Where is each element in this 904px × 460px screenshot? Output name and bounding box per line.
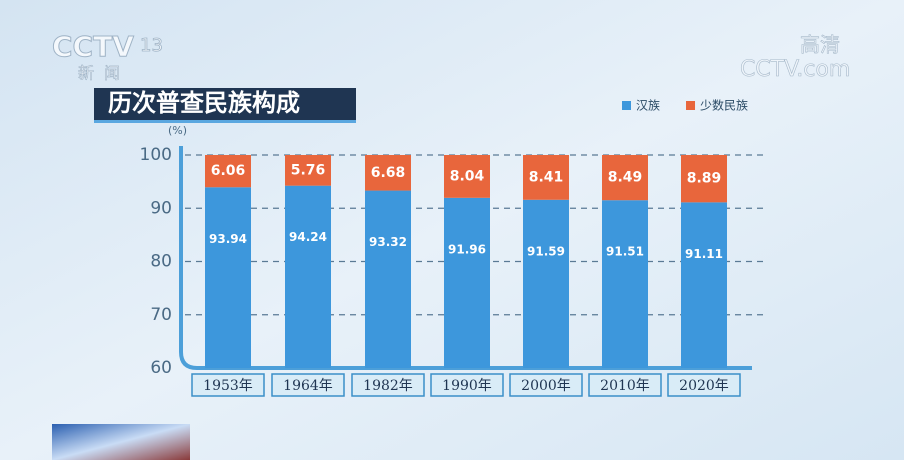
y-tick-label: 100 bbox=[140, 145, 172, 165]
bar-segment bbox=[681, 202, 727, 368]
thumbnail bbox=[52, 424, 190, 460]
x-tick-label: 1964年 bbox=[283, 378, 333, 394]
site-mark: CCTV.com bbox=[740, 57, 850, 82]
data-label: 8.89 bbox=[687, 171, 722, 187]
y-tick-label: 60 bbox=[150, 358, 172, 378]
legend-swatch bbox=[686, 101, 696, 110]
bar-segment bbox=[205, 187, 251, 368]
axis-line bbox=[179, 146, 752, 370]
category-box bbox=[588, 373, 662, 397]
category-box bbox=[271, 373, 345, 397]
y-tick-label: 90 bbox=[150, 198, 172, 218]
data-label: 91.51 bbox=[606, 245, 644, 259]
data-label: 6.06 bbox=[211, 163, 246, 179]
title-box bbox=[94, 88, 356, 120]
legend-swatch bbox=[622, 101, 631, 110]
bar-segment bbox=[365, 190, 411, 368]
data-label: 91.96 bbox=[448, 242, 486, 256]
data-label: 6.68 bbox=[371, 165, 406, 181]
y-unit: (%) bbox=[168, 124, 187, 137]
data-label: 8.49 bbox=[608, 170, 643, 186]
category-box bbox=[430, 373, 504, 397]
bar-segment bbox=[285, 155, 331, 186]
bar-segment bbox=[205, 155, 251, 188]
x-tick-label: 1982年 bbox=[363, 378, 413, 394]
category-box bbox=[351, 373, 425, 397]
y-tick-label: 80 bbox=[150, 252, 172, 272]
data-label: 91.11 bbox=[685, 247, 723, 261]
data-label: 91.59 bbox=[527, 244, 565, 258]
category-box bbox=[509, 373, 583, 397]
x-tick-label: 1990年 bbox=[442, 378, 492, 394]
category-box bbox=[191, 373, 265, 397]
category-box bbox=[667, 373, 741, 397]
legend-label: 汉族 bbox=[636, 99, 660, 113]
x-tick-label: 2020年 bbox=[679, 378, 729, 394]
bar-segment bbox=[523, 155, 569, 200]
bar-segment bbox=[365, 155, 411, 191]
logo-channel: CCTV bbox=[52, 30, 134, 63]
bar-segment bbox=[444, 155, 490, 198]
bar-segment bbox=[285, 185, 331, 368]
chart-title: 历次普查民族构成 bbox=[108, 89, 300, 117]
y-tick-label: 70 bbox=[150, 305, 172, 325]
data-label: 94.24 bbox=[289, 230, 327, 244]
hd-mark: 高清 bbox=[800, 33, 840, 57]
x-tick-label: 2010年 bbox=[600, 378, 650, 394]
bar-segment bbox=[602, 155, 648, 201]
legend-label: 少数民族 bbox=[700, 98, 748, 113]
bar-segment bbox=[602, 200, 648, 368]
x-tick-label: 2000年 bbox=[521, 378, 571, 394]
data-label: 8.04 bbox=[450, 168, 485, 184]
x-tick-label: 1953年 bbox=[203, 378, 253, 394]
data-label: 8.41 bbox=[529, 169, 564, 185]
bar-segment bbox=[681, 155, 727, 203]
data-label: 93.94 bbox=[209, 232, 247, 246]
bar-segment bbox=[523, 199, 569, 368]
data-label: 5.76 bbox=[291, 162, 326, 178]
title-underline bbox=[94, 120, 356, 123]
data-label: 93.32 bbox=[369, 235, 407, 249]
logo-number: 13 bbox=[140, 35, 163, 56]
bar-segment bbox=[444, 197, 490, 368]
logo-name: 新闻 bbox=[78, 64, 130, 83]
